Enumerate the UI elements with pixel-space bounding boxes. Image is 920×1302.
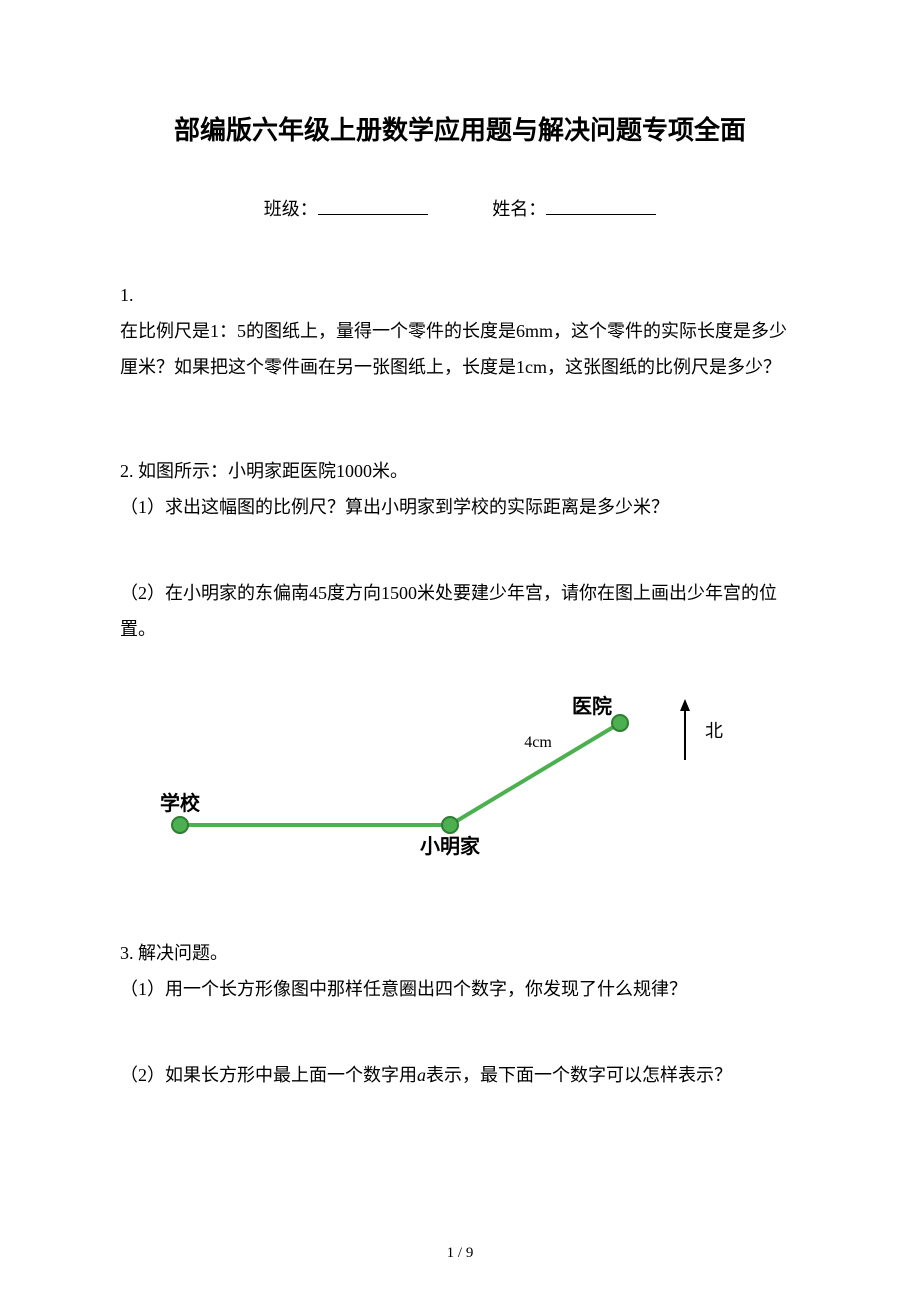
map-diagram: 学校 小明家 医院 4cm 北 [140, 675, 740, 885]
q3-sub2: （2）如果长方形中最上面一个数字用a表示，最下面一个数字可以怎样表示？ [120, 1057, 800, 1093]
label-hospital: 医院 [572, 694, 612, 718]
q3-number: 3. [120, 943, 134, 963]
q1-number: 1. [120, 285, 134, 305]
q2-number: 2. [120, 461, 134, 481]
page-title: 部编版六年级上册数学应用题与解决问题专项全面 [120, 110, 800, 147]
node-home [442, 817, 458, 833]
q3-sub2-b: 表示，最下面一个数字可以怎样表示？ [426, 1065, 732, 1085]
q2-intro: 如图所示：小明家距医院1000米。 [138, 461, 408, 481]
q2-sub2: （2）在小明家的东偏南45度方向1500米处要建少年宫，请你在图上画出少年宫的位… [120, 575, 800, 647]
label-home: 小明家 [420, 834, 481, 858]
class-field[interactable] [318, 196, 428, 215]
name-field[interactable] [546, 196, 656, 215]
question-1: 1. 在比例尺是1：5的图纸上，量得一个零件的长度是6mm，这个零件的实际长度是… [120, 277, 800, 385]
q3-sub1: （1）用一个长方形像图中那样任意圈出四个数字，你发现了什么规律？ [120, 971, 800, 1007]
label-distance: 4cm [524, 734, 552, 751]
q2-sub1: （1）求出这幅图的比例尺？算出小明家到学校的实际距离是多少米？ [120, 489, 800, 525]
label-north: 北 [705, 721, 723, 741]
q1-text: 在比例尺是1：5的图纸上，量得一个零件的长度是6mm，这个零件的实际长度是多少厘… [120, 321, 787, 377]
q3-var: a [417, 1065, 426, 1085]
document-page: 部编版六年级上册数学应用题与解决问题专项全面 班级： 姓名： 1. 在比例尺是1… [0, 0, 920, 1302]
node-hospital [612, 715, 628, 731]
diagram-svg: 学校 小明家 医院 4cm 北 [140, 675, 740, 885]
north-arrow-head [680, 699, 690, 711]
question-3: 3. 解决问题。 （1）用一个长方形像图中那样任意圈出四个数字，你发现了什么规律… [120, 935, 800, 1093]
node-school [172, 817, 188, 833]
q3-intro: 解决问题。 [138, 943, 228, 963]
page-footer: 1 / 9 [0, 1245, 920, 1262]
q3-sub2-a: （2）如果长方形中最上面一个数字用 [120, 1065, 417, 1085]
label-school: 学校 [160, 791, 201, 815]
form-row: 班级： 姓名： [120, 195, 800, 221]
question-2: 2. 如图所示：小明家距医院1000米。 （1）求出这幅图的比例尺？算出小明家到… [120, 453, 800, 647]
class-label: 班级： [264, 199, 318, 219]
name-label: 姓名： [492, 199, 546, 219]
